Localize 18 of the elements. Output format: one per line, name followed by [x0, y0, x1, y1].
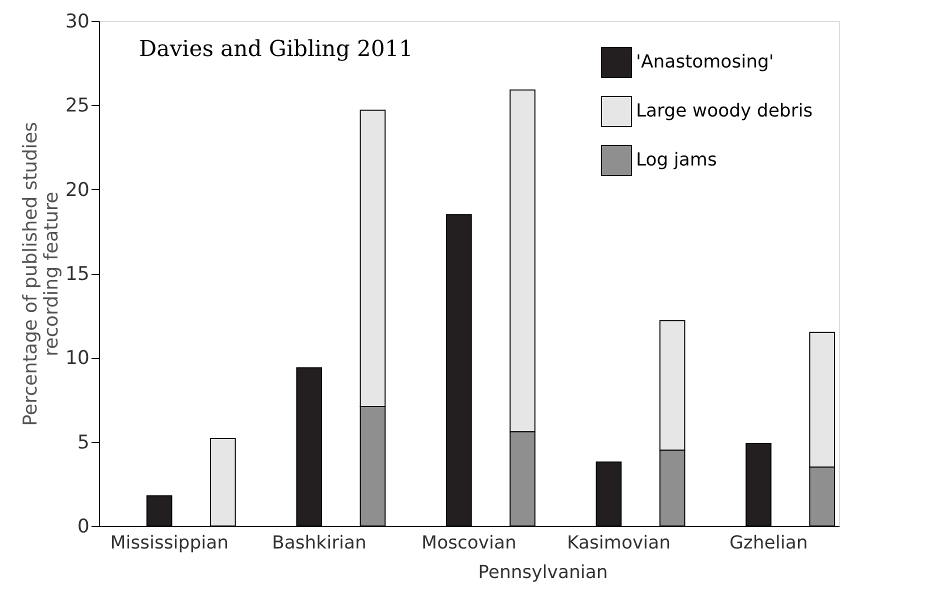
y-axis-title: Percentage of published studies recording feature — [19, 122, 62, 426]
y-tick-label: 25 — [65, 94, 90, 117]
text: Pennsylvanian — [478, 562, 608, 583]
y-tick-label: 15 — [65, 263, 90, 285]
y-tick-label: 10 — [65, 347, 90, 370]
x-tick-label: Mississippian — [110, 532, 229, 554]
legend-label: Large woody debris — [636, 100, 813, 122]
x-tick-label: Moscovian — [422, 532, 516, 554]
y-tick-label: 20 — [65, 178, 90, 201]
x-tick-label: Bashkirian — [272, 532, 366, 554]
annotation: Davies and Gibling 2011 — [139, 37, 413, 62]
legend-label: Log jams — [636, 150, 717, 170]
x-tick-label: Gzhelian — [729, 532, 808, 554]
y-tick-label: 30 — [65, 10, 90, 32]
y-tick-label: 0 — [77, 516, 90, 538]
y-tick-label: 5 — [77, 431, 90, 454]
legend-label: 'Anastomosing' — [636, 52, 774, 72]
x-tick-label: Kasimovian — [567, 532, 671, 554]
